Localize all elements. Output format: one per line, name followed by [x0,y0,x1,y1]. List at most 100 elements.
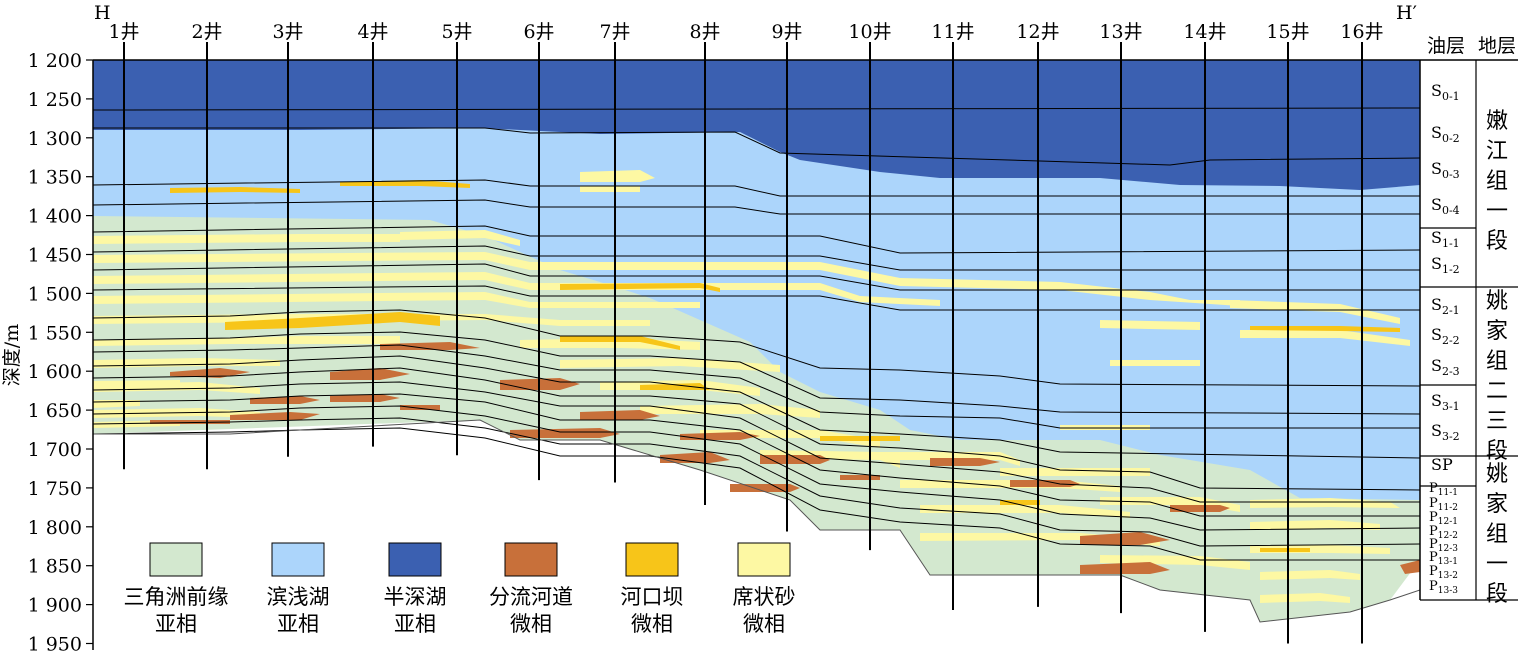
oil-layer-base: S [1431,159,1442,178]
oil-layer-label: S2-2 [1431,325,1460,347]
oil-layer-subscript: 0-4 [1442,204,1460,217]
formation-char: 组 [1486,169,1508,194]
oil-layer-base: S [1431,356,1442,375]
depth-tick-label: 1 900 [28,595,82,617]
facies-section [93,60,1420,623]
depth-tick-label: 1 400 [28,206,82,228]
oil-layer-label: S0-3 [1431,159,1460,181]
well-label: 12井 [1016,21,1059,43]
oil-layer-label: S3-1 [1431,391,1460,413]
oil-layer-label: P12-3 [1429,537,1458,554]
oil-layer-subscript: 2-2 [1442,334,1460,347]
formation-label: 姚家组二三段 [1486,289,1508,464]
shallow-lake-zone [93,128,1420,500]
depth-axis: 1 200 1 250 1 300 1 350 1 400 1 450 1 500 1 550… [28,50,93,656]
depth-tick-label: 1 500 [28,283,82,305]
oil-layer-subscript: 13-3 [1438,586,1458,596]
oil-layer-base: S [1431,391,1442,410]
legend-label-line1: 河口坝 [621,585,684,609]
formation-char: 家 [1486,319,1508,344]
depth-tick-label: 1 850 [28,556,82,578]
depth-tick-label: 1 450 [28,245,82,267]
oil-layer-base: P [1429,481,1438,496]
mouth-bar-bodies [170,180,1400,552]
depth-tick-label: 1 300 [28,128,82,150]
oil-layer-label: S2-1 [1431,295,1460,317]
distributary-channel-bodies [150,342,1420,574]
legend-swatch [271,542,325,577]
oil-layer-base: P [1429,510,1438,525]
depth-tick-label: 1 200 [28,50,82,72]
well-label: 7井 [599,21,630,43]
well-label: 10井 [848,21,891,43]
formation-char: 姚 [1486,462,1508,487]
oil-layer-base: S [1431,123,1442,142]
oil-layer-base: P [1429,496,1438,511]
formation-char: 江 [1486,139,1508,164]
legend-label-line2: 微相 [631,612,673,636]
legend-label-line2: 微相 [743,612,785,636]
oil-layer-base: P [1429,537,1438,552]
left-section-marker: H [94,2,111,24]
oil-layer-subscript: 0-2 [1442,132,1460,145]
oil-layer-subscript: 12-3 [1438,544,1458,554]
oil-layer-base: S [1431,81,1442,100]
well-label: 9井 [771,21,802,43]
oil-layer-subscript: 1-1 [1442,237,1460,250]
well-label: 11井 [931,21,974,43]
oil-layer-label: P11-1 [1429,481,1458,498]
formation-char: 段 [1486,229,1508,254]
oil-layer-base: SP [1431,455,1453,474]
oil-layer-base: S [1431,228,1442,247]
oil-layer-label: SP [1431,455,1453,474]
formation-char: 组 [1486,522,1508,547]
legend-label-line1: 半深湖 [384,585,447,609]
well-label: 4井 [357,21,388,43]
oil-layer-subscript: 11-2 [1438,503,1458,513]
oil-layer-base: P [1429,524,1438,539]
strata-header: 地层 [1478,35,1516,57]
legend-label-line2: 微相 [510,612,552,636]
legend-label-line1: 席状砂 [733,585,796,609]
oil-layer-subscript: 12-2 [1438,531,1458,541]
oil-layer-label: P12-2 [1429,524,1458,541]
legend-swatch [504,542,558,577]
well-label: 14井 [1183,21,1226,43]
oil-layer-label: P13-1 [1429,550,1458,567]
oil-layer-subscript: 11-1 [1438,488,1458,498]
formation-char: 嫩 [1486,109,1508,134]
well-label: 3井 [272,21,303,43]
oil-layer-base: P [1429,564,1438,579]
legend-label-line1: 三角洲前缘 [124,585,229,609]
formation-char: 二 [1486,379,1508,404]
depth-tick-label: 1 350 [28,167,82,189]
legend-swatch [737,542,791,577]
well-label: 13井 [1099,21,1142,43]
legend-swatch [625,542,679,577]
oil-layer-label: P13-2 [1429,564,1458,581]
oil-layer-subscript: 1-2 [1442,263,1460,276]
oil-layer-label: P12-1 [1429,510,1458,527]
semi-deep-lake-zone [93,60,1420,190]
legend-label-line2: 亚相 [394,612,436,636]
stratigraphic-column: 油层 地层 S0-1S0-2S0-3S0-4S1-1S1-2S2-1S2-2S2… [1419,35,1518,607]
depth-tick-label: 1 550 [28,322,82,344]
well-label: 6井 [523,21,554,43]
oil-layer-subscript: 13-1 [1438,557,1458,567]
formation-char: 家 [1486,492,1508,517]
oil-layer-subscript: 2-1 [1442,304,1460,317]
oil-layer-label: P13-3 [1429,579,1458,596]
oil-layer-label: S0-1 [1431,81,1460,103]
depth-tick-label: 1 800 [28,517,82,539]
depth-tick-label: 1 950 [28,634,82,656]
oil-layer-base: S [1431,295,1442,314]
oil-layer-subscript: 0-1 [1442,90,1460,103]
formation-char: 段 [1486,582,1508,607]
well-label: 8井 [689,21,720,43]
formation-char: 一 [1486,199,1508,224]
well-label: 15井 [1266,21,1309,43]
oil-layer-label: S1-2 [1431,254,1460,276]
